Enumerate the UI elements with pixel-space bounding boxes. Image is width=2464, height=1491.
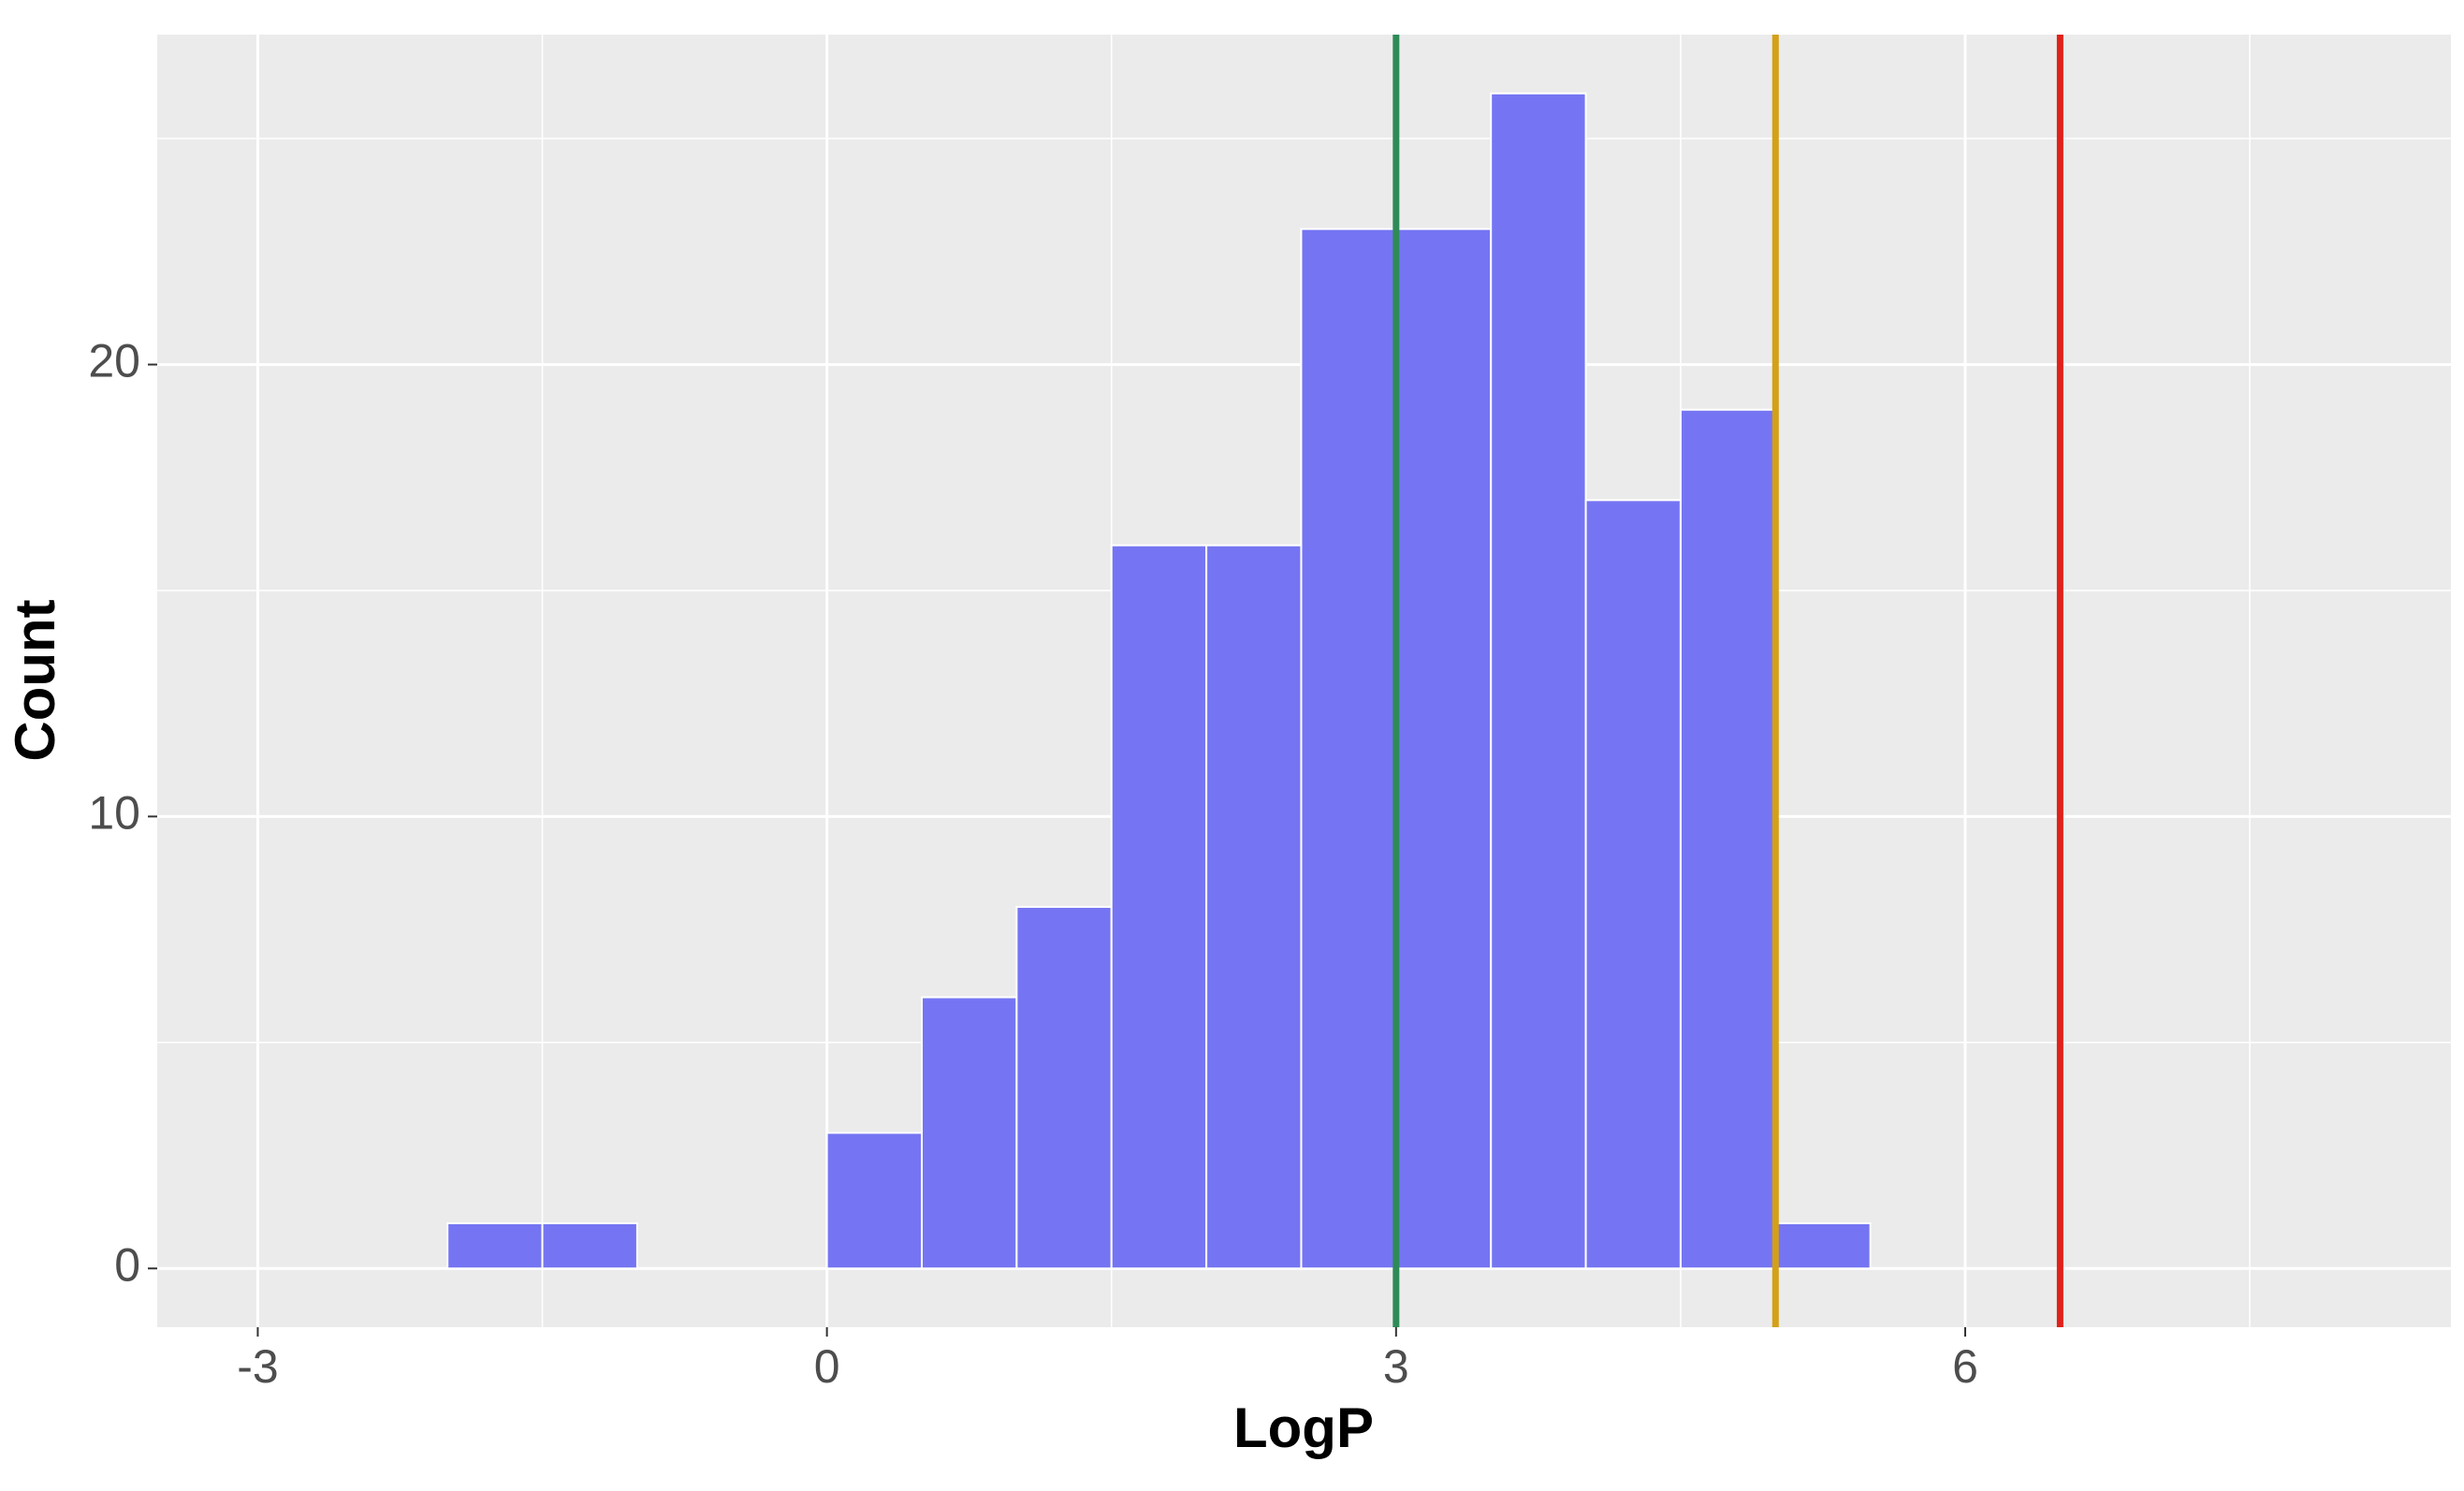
bar (1774, 1221, 1872, 1270)
bar (1205, 544, 1303, 1270)
x-tick-label: 0 (814, 1340, 840, 1393)
bar (1110, 544, 1208, 1270)
bar (825, 1132, 924, 1270)
bar (921, 996, 1018, 1270)
bar (1015, 905, 1113, 1270)
y-axis-title: Count (4, 599, 66, 761)
x-tick-label: -3 (237, 1340, 278, 1393)
bar (541, 1221, 638, 1270)
bar (1584, 499, 1682, 1270)
bar (446, 1221, 544, 1270)
x-tick-label: 6 (1952, 1340, 1978, 1393)
y-tick-label: 20 (88, 335, 140, 387)
x-axis-title: LogP (1233, 1396, 1374, 1459)
bar (1300, 227, 1397, 1270)
x-tick-label: 3 (1383, 1340, 1409, 1393)
bar (1394, 227, 1493, 1270)
bar (1490, 92, 1587, 1270)
bar (1679, 408, 1777, 1270)
y-tick-label: 10 (88, 787, 140, 840)
y-tick-label: 0 (114, 1238, 140, 1291)
